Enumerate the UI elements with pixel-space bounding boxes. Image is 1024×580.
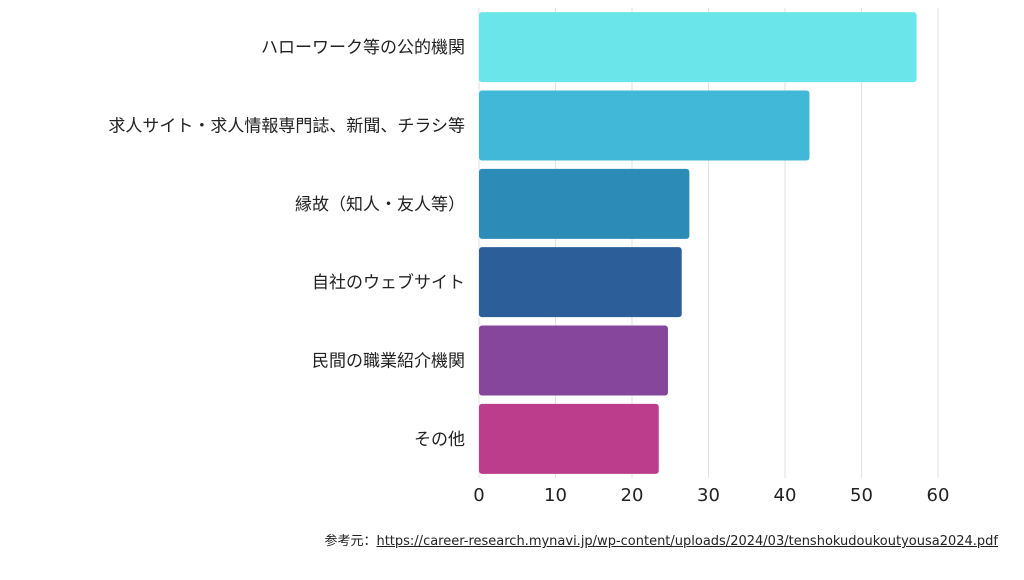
bar xyxy=(479,90,810,161)
category-label: ハローワーク等の公的機関 xyxy=(261,38,465,58)
x-axis-ticks: 0 10 20 30 40 50 60 xyxy=(473,485,949,506)
category-label: 求人サイト・求人情報専門誌、新聞、チラシ等 xyxy=(108,117,465,137)
category-label: 自社のウェブサイト xyxy=(312,272,465,293)
source-link[interactable]: https://career-research.mynavi.jp/wp-con… xyxy=(376,534,998,549)
x-tick-label: 40 xyxy=(774,485,797,506)
bar xyxy=(479,247,682,318)
category-label: 縁故（知人・友人等） xyxy=(295,195,465,215)
bar xyxy=(479,12,917,83)
bar xyxy=(479,325,668,396)
x-tick-label: 60 xyxy=(927,485,950,506)
x-tick-label: 50 xyxy=(850,485,873,506)
bar xyxy=(479,403,659,474)
bars xyxy=(479,12,917,474)
category-label: その他 xyxy=(414,430,465,450)
gridlines xyxy=(478,8,939,478)
bar xyxy=(479,168,690,239)
x-tick-label: 0 xyxy=(473,485,484,506)
source-prefix: 参考元： xyxy=(324,534,377,549)
x-tick-label: 30 xyxy=(697,485,720,506)
category-label: 民間の職業紹介機関 xyxy=(312,352,465,372)
x-tick-label: 10 xyxy=(544,485,567,506)
category-labels: ハローワーク等の公的機関求人サイト・求人情報専門誌、新聞、チラシ等縁故（知人・友… xyxy=(108,38,465,450)
source-note: 参考元：https://career-research.mynavi.jp/wp… xyxy=(324,530,998,549)
x-tick-label: 20 xyxy=(621,485,644,506)
